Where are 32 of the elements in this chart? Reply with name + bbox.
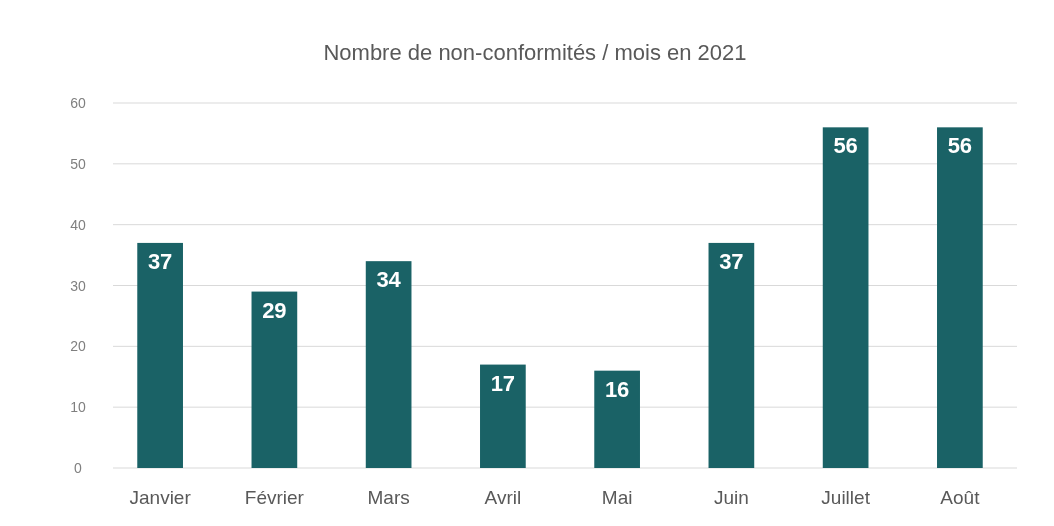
chart-title: Nombre de non-conformités / mois en 2021 <box>323 40 747 65</box>
y-tick-label: 30 <box>70 277 86 294</box>
data-label: 56 <box>833 133 858 159</box>
x-tick-label: Janvier <box>129 487 192 508</box>
data-label: 34 <box>376 267 402 293</box>
x-tick-label: Juin <box>713 487 749 508</box>
bar <box>822 127 869 468</box>
bar <box>365 261 412 468</box>
bar <box>251 291 298 468</box>
data-label: 16 <box>604 376 630 402</box>
bar <box>480 364 526 468</box>
data-label: 56 <box>947 133 973 159</box>
data-label: 17 <box>490 370 516 396</box>
data-label: 37 <box>147 248 173 274</box>
y-tick-label: 0 <box>74 460 83 476</box>
data-label: 29 <box>262 297 287 323</box>
y-tick-label: 10 <box>70 399 86 416</box>
x-tick-label: Mai <box>601 487 633 508</box>
y-tick-label: 40 <box>70 216 86 233</box>
bar <box>594 370 640 468</box>
y-tick-label: 50 <box>70 155 86 172</box>
bar <box>937 127 983 468</box>
x-tick-label: Avril <box>484 487 522 508</box>
bar <box>708 242 755 468</box>
y-tick-label: 60 <box>70 95 86 111</box>
x-tick-label: Février <box>244 487 305 508</box>
x-tick-label: Mars <box>367 487 410 508</box>
y-tick-label: 20 <box>70 338 86 355</box>
bar <box>137 242 183 468</box>
x-tick-label: Juillet <box>821 487 871 508</box>
data-label: 37 <box>719 248 744 274</box>
x-tick-label: Août <box>940 487 981 508</box>
